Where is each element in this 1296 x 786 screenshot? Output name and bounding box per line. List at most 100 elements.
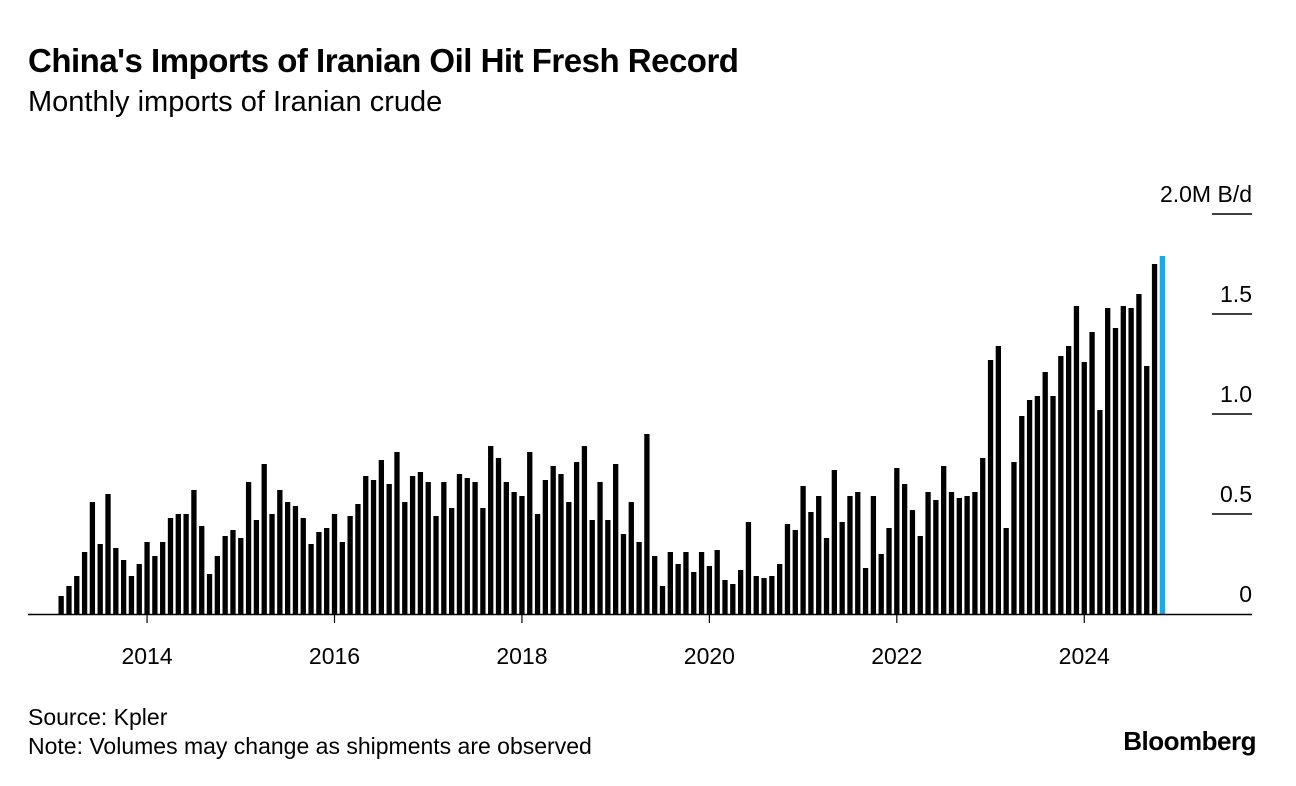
bar bbox=[144, 542, 150, 614]
bar bbox=[628, 502, 634, 614]
y-tick-label: 1.0 bbox=[1220, 381, 1252, 407]
bar bbox=[769, 576, 775, 614]
chart-subtitle: Monthly imports of Iranian crude bbox=[28, 86, 443, 118]
bar bbox=[1136, 294, 1142, 614]
x-tick-label: 2022 bbox=[871, 643, 922, 669]
bar bbox=[511, 492, 517, 614]
chart-title: China's Imports of Iranian Oil Hit Fresh… bbox=[28, 42, 739, 79]
bar bbox=[675, 564, 681, 614]
bar-series bbox=[58, 256, 1166, 614]
bar bbox=[652, 556, 658, 614]
bar bbox=[355, 504, 361, 614]
bar bbox=[878, 554, 884, 614]
bar bbox=[909, 510, 916, 614]
bar bbox=[472, 482, 478, 614]
bar bbox=[753, 576, 759, 614]
bar bbox=[941, 466, 947, 614]
bar bbox=[980, 458, 986, 614]
bar bbox=[120, 560, 127, 614]
bar bbox=[816, 496, 822, 614]
bar bbox=[839, 522, 845, 614]
bar bbox=[230, 530, 236, 614]
bar bbox=[948, 492, 955, 614]
bar bbox=[316, 532, 322, 614]
bar bbox=[800, 486, 806, 614]
bar bbox=[214, 556, 220, 614]
bar bbox=[659, 586, 666, 614]
bar bbox=[597, 482, 603, 614]
x-axis: 2014 2016 2018 2020 2022 2024 bbox=[28, 613, 1252, 669]
bar bbox=[152, 556, 158, 614]
x-tick-label: 2024 bbox=[1059, 643, 1110, 669]
bar bbox=[199, 526, 205, 614]
bar bbox=[933, 500, 939, 614]
bar bbox=[1065, 346, 1072, 614]
bar bbox=[1026, 400, 1033, 614]
bar bbox=[808, 512, 814, 614]
bar bbox=[245, 482, 252, 614]
bar bbox=[683, 552, 689, 614]
bar bbox=[917, 536, 923, 614]
bar bbox=[1105, 308, 1111, 614]
bar bbox=[503, 482, 509, 614]
bar bbox=[324, 528, 330, 614]
bar bbox=[269, 514, 275, 614]
bar bbox=[847, 496, 853, 614]
bar bbox=[542, 480, 549, 614]
y-tick-label: 1.5 bbox=[1220, 281, 1252, 307]
bar bbox=[527, 452, 533, 614]
bar bbox=[573, 462, 580, 614]
y-tick-label: 0.5 bbox=[1220, 481, 1252, 507]
bar bbox=[581, 446, 588, 614]
bar bbox=[402, 502, 408, 614]
bar bbox=[636, 542, 642, 614]
bar bbox=[737, 570, 744, 614]
y-tick-label: 2.0M B/d bbox=[1160, 181, 1252, 207]
bar bbox=[136, 564, 142, 614]
footnote: Note: Volumes may change as shipments ar… bbox=[28, 733, 592, 759]
bar bbox=[394, 452, 400, 614]
bar bbox=[425, 482, 431, 614]
bar bbox=[1011, 462, 1017, 614]
bar bbox=[238, 538, 244, 614]
bar bbox=[488, 446, 494, 614]
bar bbox=[667, 552, 673, 614]
bar bbox=[862, 568, 869, 614]
bar bbox=[901, 484, 908, 614]
bar bbox=[722, 580, 728, 614]
bar bbox=[831, 470, 837, 614]
bar bbox=[1151, 264, 1158, 614]
bar bbox=[1058, 356, 1064, 614]
bar bbox=[1120, 306, 1126, 614]
bar bbox=[339, 542, 345, 614]
bar bbox=[284, 502, 291, 614]
source-note: Source: Kpler bbox=[28, 704, 168, 730]
bar bbox=[1034, 396, 1041, 614]
bar bbox=[589, 520, 595, 614]
bar bbox=[1073, 306, 1080, 614]
bar bbox=[433, 516, 439, 614]
bar bbox=[253, 520, 260, 614]
bar bbox=[698, 552, 705, 614]
bar bbox=[620, 534, 627, 614]
bar bbox=[277, 490, 283, 614]
bar bbox=[1050, 396, 1056, 614]
bar bbox=[292, 506, 299, 614]
bar bbox=[456, 474, 463, 614]
bar bbox=[386, 484, 392, 614]
bar bbox=[105, 494, 111, 614]
bar bbox=[855, 492, 861, 614]
bar bbox=[74, 576, 80, 614]
bar bbox=[58, 596, 64, 614]
bar bbox=[206, 574, 213, 614]
bar bbox=[613, 464, 619, 614]
bar bbox=[730, 584, 736, 614]
bar bbox=[464, 478, 470, 614]
bar bbox=[925, 492, 931, 614]
bar bbox=[417, 472, 424, 614]
bar bbox=[128, 576, 135, 614]
bar bbox=[964, 496, 970, 614]
bar bbox=[308, 544, 314, 614]
bar bbox=[449, 508, 455, 614]
